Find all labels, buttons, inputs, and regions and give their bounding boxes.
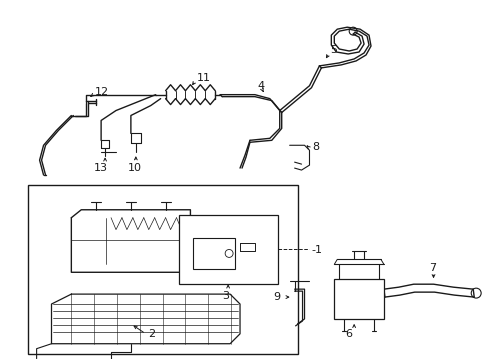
Bar	[178, 215, 277, 284]
Text: 4: 4	[257, 81, 264, 91]
Text: 11: 11	[196, 73, 210, 83]
Text: -1: -1	[311, 246, 322, 256]
Bar	[28, 185, 297, 354]
Text: 7: 7	[428, 263, 436, 273]
Text: 6: 6	[345, 329, 351, 339]
Bar	[334, 279, 383, 319]
Bar	[193, 238, 235, 269]
Text: 2: 2	[147, 329, 155, 339]
Text: 8: 8	[312, 142, 319, 152]
Text: 12: 12	[95, 87, 109, 97]
Text: 5: 5	[330, 45, 337, 55]
Text: 9: 9	[272, 292, 279, 302]
Text: 3: 3	[222, 291, 229, 301]
Text: 10: 10	[128, 163, 142, 173]
Text: 13: 13	[94, 163, 108, 173]
